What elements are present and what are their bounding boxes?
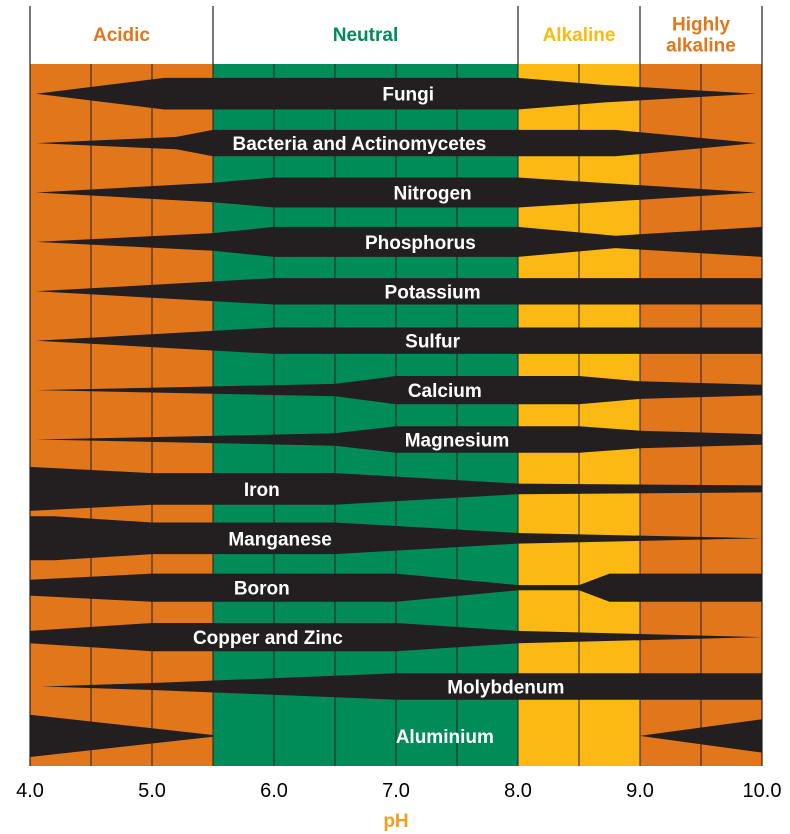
- bar-label-7: Calcium: [408, 381, 482, 402]
- bar-label-4: Phosphorus: [365, 233, 476, 254]
- tick-label-2: 5.0: [138, 780, 166, 802]
- bar-label-14: Aluminium: [396, 727, 494, 748]
- bar-label-5: Potassium: [385, 282, 481, 303]
- bar-label-12: Copper and Zinc: [193, 628, 343, 649]
- tick-label-4: 7.0: [382, 780, 410, 802]
- zone-title-3: Alkaline: [543, 25, 616, 46]
- x-axis-title: pH: [383, 811, 408, 832]
- tick-label-6: 9.0: [626, 780, 654, 802]
- zone-header: Acidic Neutral Alkaline Highly alkaline: [30, 6, 762, 64]
- tick-label-1: 4.0: [16, 780, 44, 802]
- x-axis: 4.0 5.0 6.0 7.0 8.0 9.0 10.0 pH: [16, 780, 781, 832]
- bar-label-8: Magnesium: [405, 431, 510, 452]
- bar-label-9: Iron: [244, 480, 280, 501]
- bar-label-1: Fungi: [382, 85, 434, 106]
- bar-label-13: Molybdenum: [447, 678, 564, 699]
- zone-title-1: Acidic: [93, 25, 150, 46]
- zone-title-2: Neutral: [333, 25, 398, 46]
- zone-band-1: [30, 64, 213, 766]
- zone-band-2: [213, 64, 518, 766]
- tick-label-7: 10.0: [743, 780, 782, 802]
- bar-label-6: Sulfur: [405, 332, 460, 353]
- bar-11: [30, 574, 762, 602]
- tick-label-3: 6.0: [260, 780, 288, 802]
- bar-label-11: Boron: [234, 579, 290, 600]
- zone-title-4: Highly alkaline: [666, 15, 736, 57]
- bar-label-10: Manganese: [228, 529, 331, 550]
- tick-label-5: 8.0: [504, 780, 532, 802]
- bar-label-3: Nitrogen: [394, 184, 472, 205]
- bar-label-2: Bacteria and Actinomycetes: [233, 134, 487, 155]
